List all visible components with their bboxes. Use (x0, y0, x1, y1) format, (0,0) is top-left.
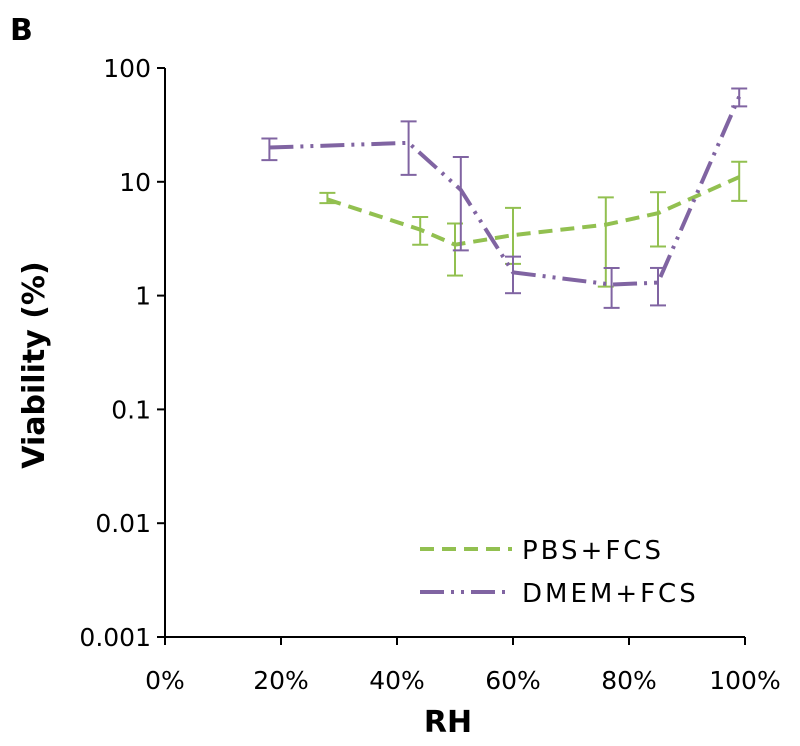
y-tick-label: 1 (135, 282, 151, 311)
y-tick-label: 100 (103, 54, 151, 83)
y-tick-label: 0.001 (79, 623, 151, 652)
x-tick-label: 100% (709, 666, 780, 695)
legend-label-pbs-fcs: PBS+FCS (522, 536, 664, 566)
y-tick-label: 10 (119, 168, 151, 197)
x-ticks: 0% 20% 40% 60% 80% 100% (145, 637, 781, 695)
x-tick-label: 60% (485, 666, 541, 695)
panel-label: B (10, 13, 33, 48)
x-axis-title: RH (424, 705, 472, 740)
error-bar-dmem-fcs (261, 137, 278, 162)
error-bar-dmem-fcs (603, 266, 620, 309)
plot-area (261, 87, 748, 309)
x-tick-label: 0% (145, 666, 185, 695)
legend: PBS+FCS DMEM+FCS (420, 536, 699, 609)
y-tick-label: 0.01 (95, 509, 151, 538)
y-ticks: 0.001 0.01 0.1 1 10 100 (79, 54, 165, 652)
error-bar-dmem-fcs (505, 255, 521, 295)
error-bar-dmem-fcs (452, 156, 469, 252)
series-line-dmem-fcs (269, 95, 742, 287)
x-tick-label: 40% (369, 666, 425, 695)
error-bar-pbs-fcs (650, 191, 666, 248)
series-line-pbs-fcs (326, 175, 741, 247)
legend-label-dmem-fcs: DMEM+FCS (522, 579, 699, 609)
x-tick-label: 20% (253, 666, 309, 695)
error-bar-pbs-fcs (731, 160, 748, 202)
y-axis-title: Viability (%) (17, 261, 52, 468)
axes (164, 68, 745, 638)
x-tick-label: 80% (601, 666, 657, 695)
y-tick-label: 0.1 (111, 395, 151, 424)
error-bar-dmem-fcs (400, 120, 417, 176)
